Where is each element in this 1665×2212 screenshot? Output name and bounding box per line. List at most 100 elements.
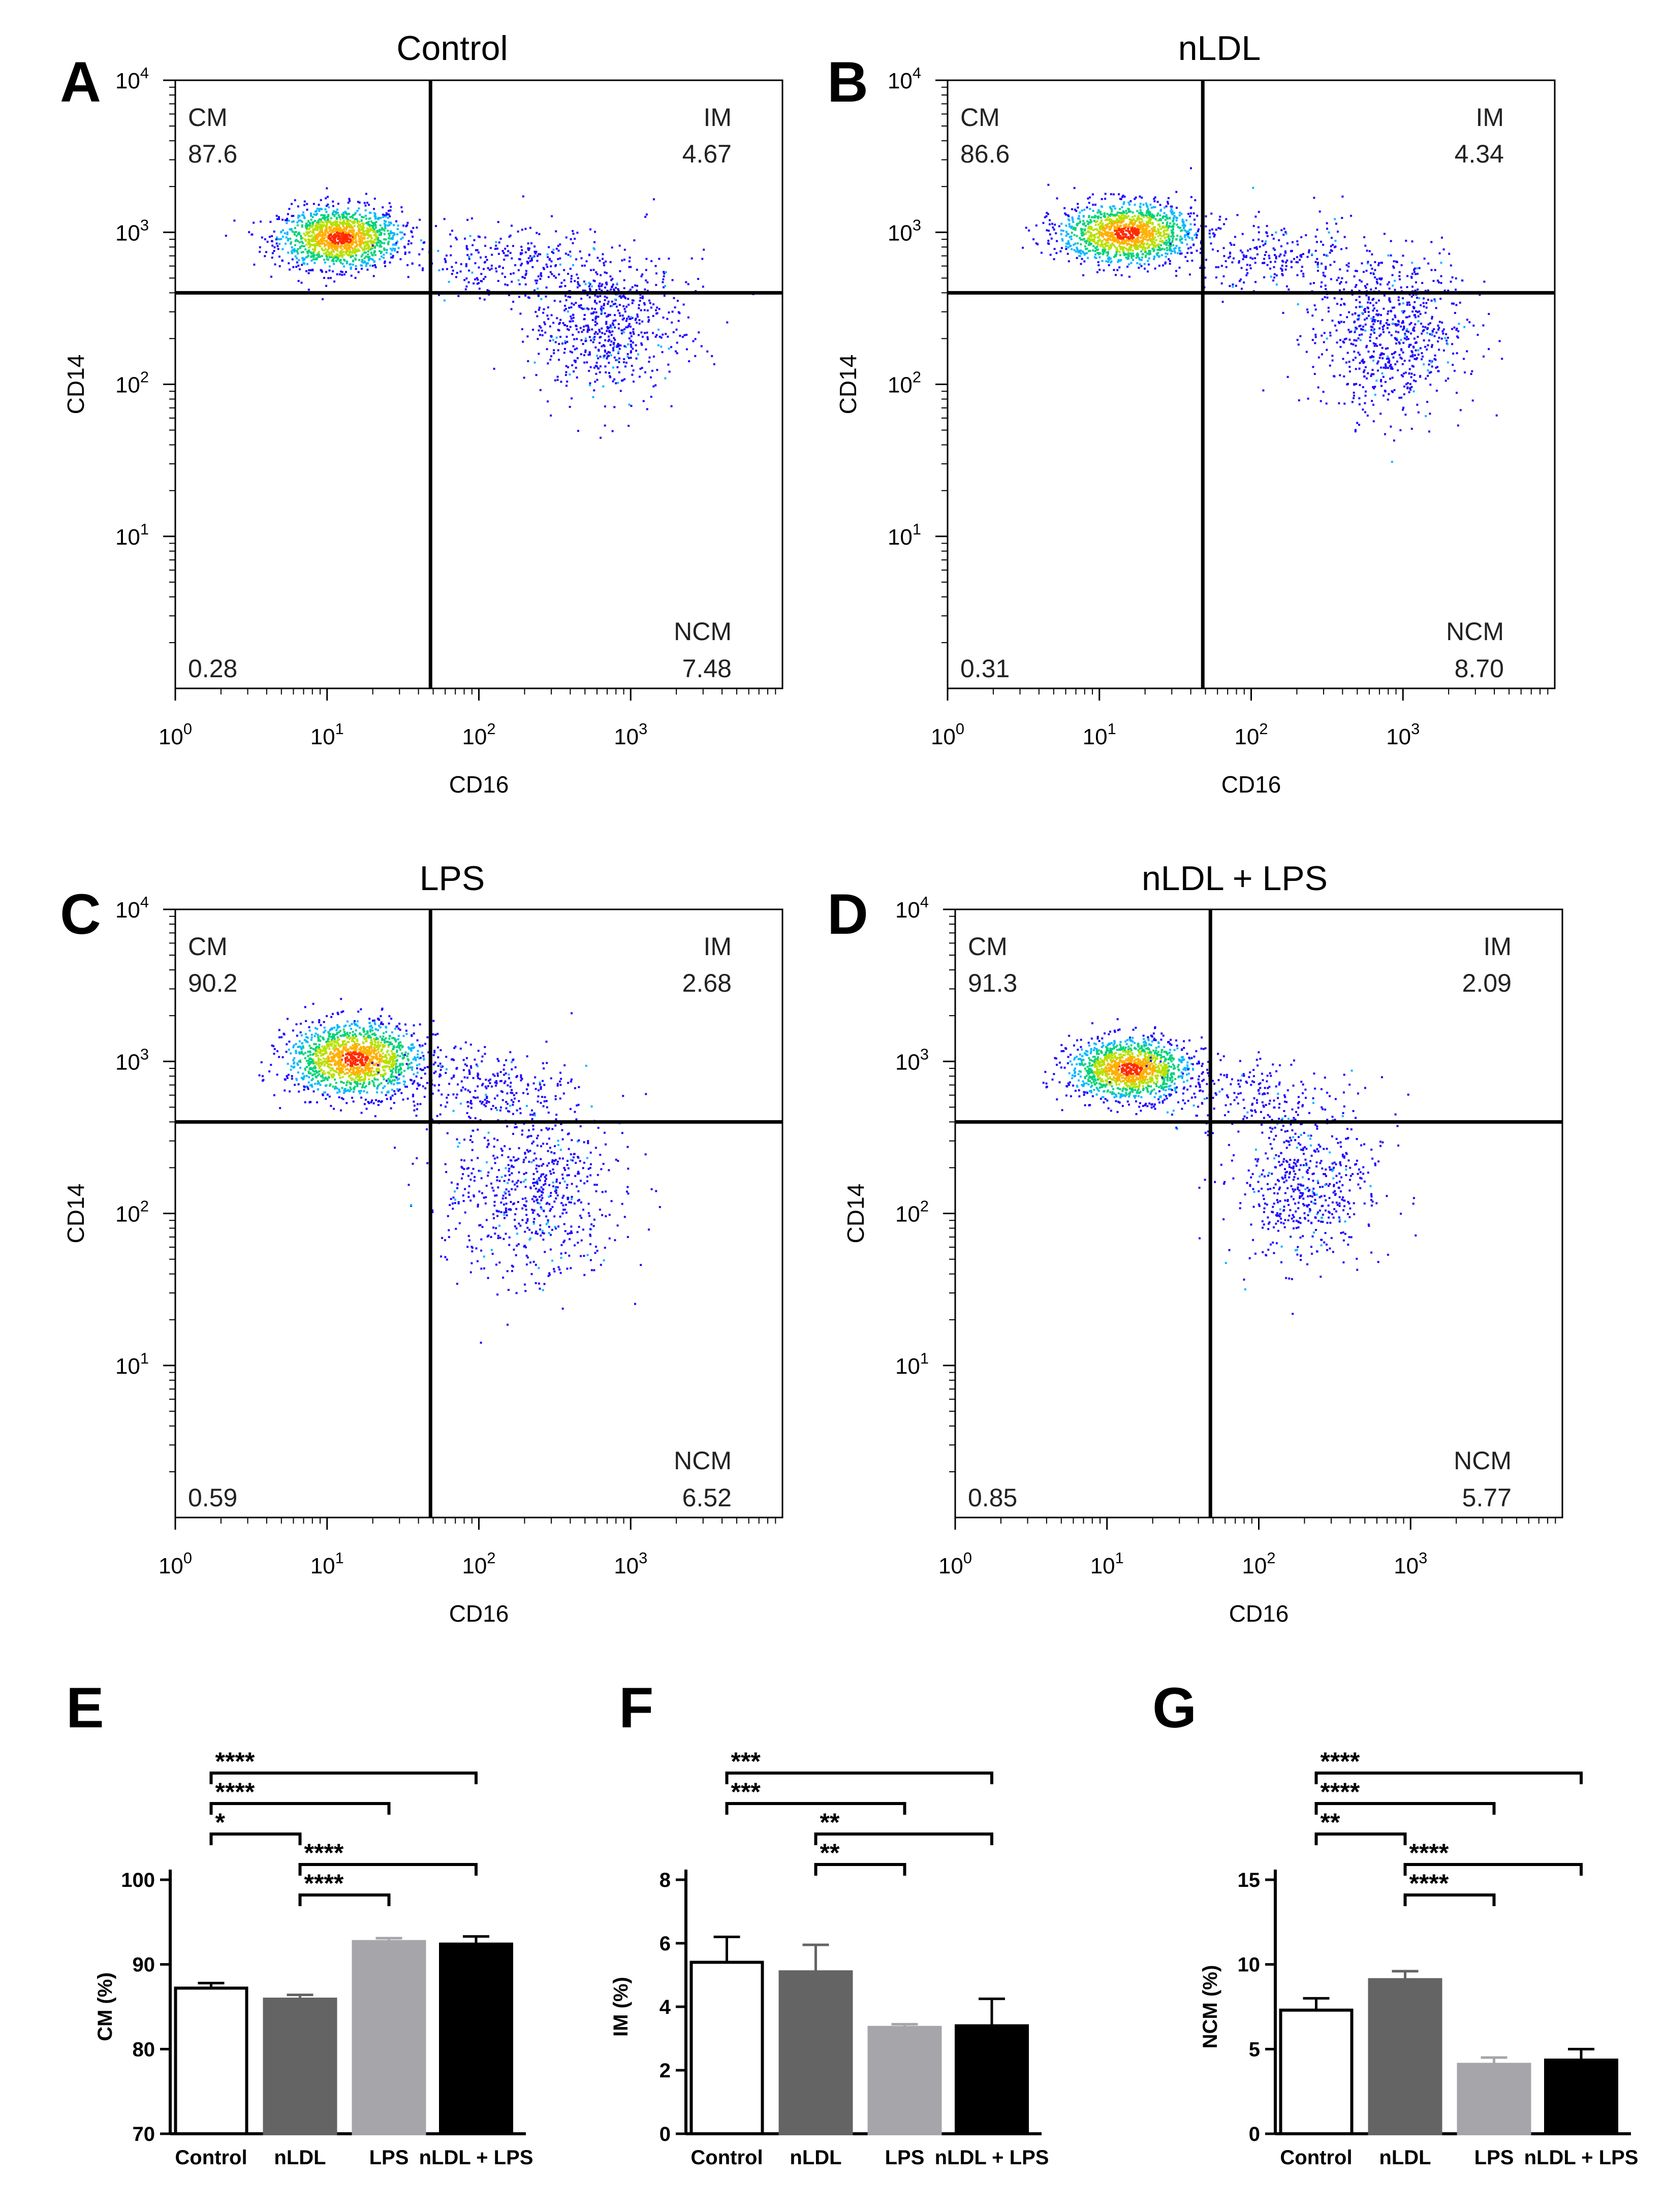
event-dot xyxy=(318,204,320,206)
event-dot xyxy=(277,248,279,250)
event-dot xyxy=(1047,213,1049,215)
event-dot xyxy=(1145,232,1148,234)
event-dot xyxy=(379,1026,382,1029)
event-dot xyxy=(502,252,505,255)
event-dot xyxy=(1388,360,1391,362)
event-dot xyxy=(1102,222,1104,225)
event-dot xyxy=(1095,248,1098,251)
event-dot xyxy=(630,351,632,354)
event-dot xyxy=(1265,240,1267,243)
event-dot xyxy=(1119,215,1122,218)
event-dot xyxy=(324,244,326,246)
event-dot xyxy=(494,247,496,250)
event-dot xyxy=(1317,356,1320,359)
event-dot xyxy=(1427,323,1430,326)
event-dot xyxy=(538,306,541,309)
event-dot xyxy=(589,288,591,290)
event-dot xyxy=(1272,247,1275,249)
event-dot xyxy=(569,268,572,270)
event-dot xyxy=(1194,199,1197,202)
event-dot xyxy=(299,268,301,271)
event-dot xyxy=(1116,231,1118,234)
event-dot xyxy=(1046,212,1048,214)
event-dot xyxy=(569,405,571,408)
event-dot xyxy=(387,225,389,227)
event-dot xyxy=(366,202,368,204)
event-dot xyxy=(1456,352,1458,355)
event-dot xyxy=(1295,261,1298,263)
event-dot xyxy=(1144,256,1147,258)
event-dot xyxy=(1388,331,1391,334)
event-dot xyxy=(562,322,564,324)
event-dot xyxy=(1407,331,1410,333)
event-dot xyxy=(577,277,579,279)
event-dot xyxy=(416,226,418,229)
event-dot xyxy=(1101,219,1103,222)
event-dot xyxy=(1412,380,1415,382)
event-dot xyxy=(1365,346,1368,349)
event-dot xyxy=(1113,244,1115,246)
event-dot xyxy=(1419,313,1422,315)
event-dot xyxy=(572,264,574,266)
event-dot xyxy=(332,212,334,214)
event-dot xyxy=(701,258,704,260)
event-dot xyxy=(1075,250,1077,253)
event-dot xyxy=(1144,247,1146,249)
event-dot xyxy=(297,252,299,255)
event-dot xyxy=(526,262,529,265)
event-dot xyxy=(1136,237,1139,240)
event-dot xyxy=(1129,210,1132,213)
event-dot xyxy=(1257,226,1260,229)
event-dot xyxy=(1165,215,1167,218)
event-dot xyxy=(1128,224,1130,226)
event-dot xyxy=(588,370,590,372)
event-dot xyxy=(615,359,617,361)
event-dot xyxy=(1438,349,1440,351)
event-dot xyxy=(576,357,579,359)
event-dot xyxy=(1067,260,1070,263)
event-dot xyxy=(1109,220,1111,223)
event-dot xyxy=(1343,321,1345,323)
event-dot xyxy=(1357,337,1360,340)
event-dot xyxy=(1405,383,1407,386)
event-dot xyxy=(1153,198,1155,200)
event-dot xyxy=(1143,223,1145,225)
event-dot xyxy=(293,231,296,234)
event-dot xyxy=(1249,248,1251,250)
event-dot xyxy=(1090,220,1093,223)
event-dot xyxy=(1126,243,1128,246)
event-dot xyxy=(1074,242,1077,245)
event-dot xyxy=(535,374,538,376)
event-dot xyxy=(1118,244,1121,247)
event-dot xyxy=(537,288,539,290)
event-dot xyxy=(1415,316,1417,319)
event-dot xyxy=(1169,260,1171,262)
event-dot xyxy=(1188,229,1191,231)
event-dot xyxy=(524,294,527,297)
event-dot xyxy=(1123,201,1125,203)
event-dot xyxy=(339,259,342,261)
event-dot xyxy=(1127,211,1130,213)
event-dot xyxy=(354,212,357,214)
event-dot xyxy=(1092,204,1094,206)
event-dot xyxy=(531,266,534,268)
event-dot xyxy=(284,232,286,235)
event-dot xyxy=(1347,262,1350,265)
event-dot xyxy=(1101,241,1103,243)
event-dot xyxy=(1372,330,1375,332)
event-dot xyxy=(1128,225,1130,228)
event-dot xyxy=(356,1060,359,1062)
event-dot xyxy=(1346,316,1348,319)
event-dot xyxy=(542,311,545,314)
event-dot xyxy=(273,250,275,252)
event-dot xyxy=(1122,216,1125,219)
event-dot xyxy=(570,318,573,320)
event-dot xyxy=(1109,246,1112,248)
event-dot xyxy=(1105,251,1108,254)
event-dot xyxy=(341,238,343,240)
event-dot xyxy=(1350,342,1353,345)
event-dot xyxy=(644,332,646,334)
event-dot xyxy=(1379,413,1382,415)
event-dot xyxy=(1119,247,1122,249)
event-dot xyxy=(658,335,661,338)
